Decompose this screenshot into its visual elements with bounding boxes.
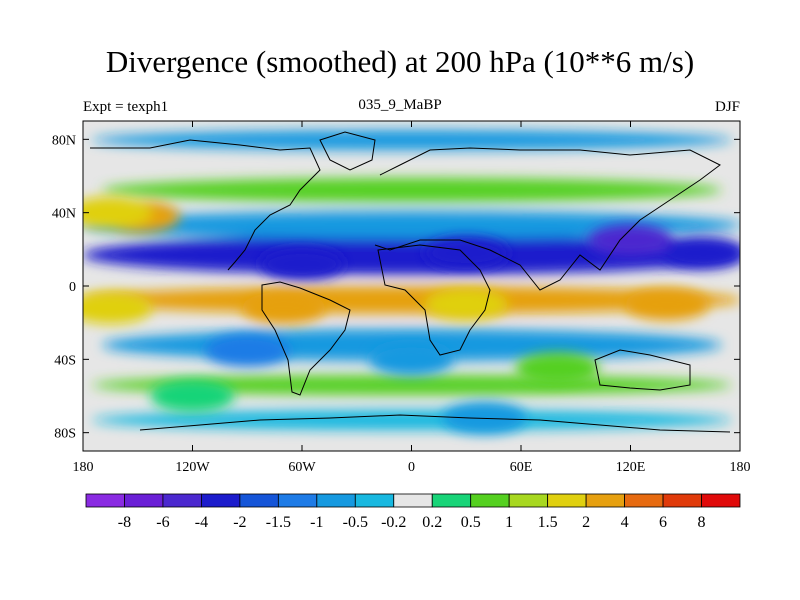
colorbar-swatch: [124, 493, 164, 508]
field-region-1: [83, 196, 153, 229]
colorbar-swatch: [201, 493, 241, 508]
y-tick-label: 0: [69, 280, 76, 295]
colorbar-label: 1: [505, 514, 513, 531]
north-america-outline: [90, 139, 321, 271]
x-tick-label: 120W: [175, 460, 210, 475]
field-region-2: [260, 248, 344, 280]
field-blobs: [83, 196, 740, 434]
colorbar-label: 6: [659, 514, 667, 531]
x-tick-label: 60W: [288, 460, 316, 475]
australia-outline: [594, 349, 691, 391]
colorbar-label: 1.5: [538, 514, 558, 531]
field-region-6: [241, 292, 326, 324]
colorbar-label: -0.5: [343, 514, 368, 531]
colorbar-label: 0.2: [422, 514, 442, 531]
field-region-13: [150, 380, 235, 412]
y-tick-label: 40S: [54, 353, 76, 368]
colorbar-swatch: [393, 493, 433, 508]
x-tick-label: 120E: [616, 460, 646, 475]
field-region-12: [515, 352, 600, 385]
colorbar-label: -1.5: [266, 514, 291, 531]
experiment-label: Expt = texph1: [83, 99, 169, 115]
colorbar-label: -8: [118, 514, 131, 531]
x-tick-label: 180: [73, 460, 94, 475]
y-tick-label: 80S: [54, 427, 76, 442]
x-axis: 180 120W 60W 0 60E 120E 180: [73, 121, 751, 475]
field-region-4: [588, 224, 673, 257]
y-tick-label: 40N: [52, 207, 76, 222]
colorbar-swatch: [239, 493, 279, 508]
colorbar-label: 4: [621, 514, 629, 531]
antarctica-outline: [139, 414, 731, 433]
colorbar: -8 -6 -4 -2 -1.5 -1 -0.5 -0.2 0.2 0.5 1 1.5 2 4 6 8: [85, 493, 741, 531]
field-region-3: [424, 237, 509, 269]
colorbar-swatch: [624, 493, 664, 508]
field-region-8: [625, 288, 709, 321]
divergence-field: [83, 121, 740, 451]
colorbar-label: 2: [582, 514, 590, 531]
colorbar-label: -0.2: [381, 514, 406, 531]
colorbar-label: 8: [698, 514, 706, 531]
south-america-outline: [261, 281, 351, 396]
colorbar-swatch: [662, 493, 702, 508]
colorbar-label: -4: [195, 514, 208, 531]
africa-outline: [377, 244, 491, 356]
field-region-9: [83, 292, 153, 324]
colorbar-swatch: [470, 493, 510, 508]
colorbar-swatch: [162, 493, 202, 508]
midlat-band-north: [102, 178, 722, 202]
colorbar-label: -2: [233, 514, 246, 531]
colorbar-swatch: [701, 493, 741, 508]
field-region-5: [661, 237, 740, 269]
colorbar-swatch: [316, 493, 356, 508]
subtropical-band-north: [83, 211, 740, 239]
season-label: DJF: [714, 99, 740, 115]
colorbar-label: -6: [156, 514, 169, 531]
colorbar-swatch: [431, 493, 472, 508]
polar-band-south: [92, 410, 732, 430]
x-tick-label: 180: [730, 460, 751, 475]
colorbar-swatch: [508, 493, 549, 508]
colorbar-swatch: [85, 493, 125, 508]
chart-title: Divergence (smoothed) at 200 hPa (10**6 …: [105, 44, 695, 79]
polar-band-north: [92, 130, 732, 150]
y-axis: 80N 40N 0 40S 80S: [52, 133, 740, 442]
eurasia-outline: [374, 147, 721, 291]
x-tick-label: 0: [408, 460, 415, 475]
x-tick-label: 60E: [510, 460, 533, 475]
field-region-10: [205, 334, 290, 367]
coastlines: [90, 131, 731, 433]
colorbar-label: -1: [310, 514, 323, 531]
greenland-outline: [319, 131, 376, 171]
colorbar-swatch: [547, 493, 587, 508]
colorbar-swatch: [354, 493, 395, 508]
colorbar-label: 0.5: [461, 514, 481, 531]
y-tick-label: 80N: [52, 133, 76, 148]
period-label: 035_9_MaBP: [358, 97, 442, 113]
colorbar-swatch: [585, 493, 625, 508]
field-region-11: [369, 343, 454, 376]
colorbar-swatch: [277, 493, 318, 508]
field-region-7: [424, 288, 509, 321]
